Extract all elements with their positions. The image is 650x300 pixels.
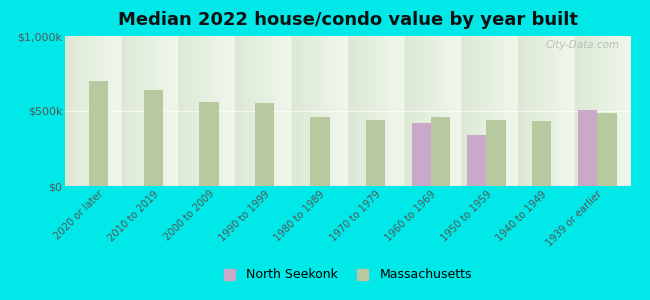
Bar <box>144 90 163 186</box>
Legend: North Seekonk, Massachusetts: North Seekonk, Massachusetts <box>218 262 478 288</box>
Bar <box>467 135 486 186</box>
Bar <box>486 120 506 186</box>
Bar <box>200 102 219 186</box>
Bar <box>597 112 617 186</box>
Bar <box>411 123 431 186</box>
Bar <box>532 121 551 186</box>
Bar <box>366 120 385 186</box>
Bar <box>88 81 108 186</box>
Bar <box>310 117 330 186</box>
Bar <box>431 117 450 186</box>
Bar <box>255 103 274 186</box>
Bar <box>578 110 597 186</box>
Title: Median 2022 house/condo value by year built: Median 2022 house/condo value by year bu… <box>118 11 578 29</box>
Text: City-Data.com: City-Data.com <box>545 40 619 50</box>
